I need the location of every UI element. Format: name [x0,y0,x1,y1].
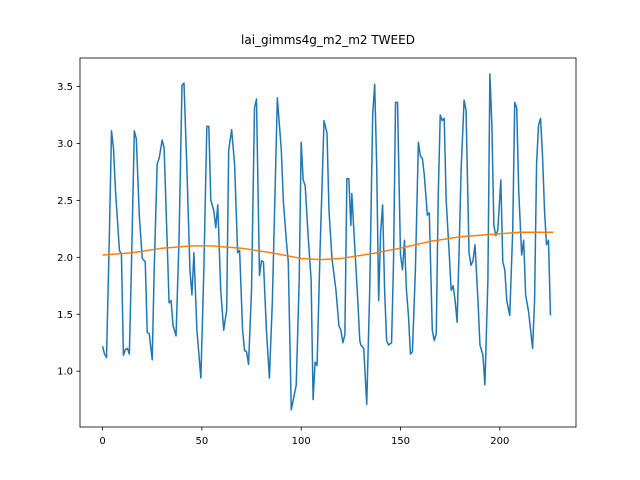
line-series [102,231,554,261]
plot-frame [79,57,577,428]
y-tick-label: 2.0 [57,253,73,264]
y-tick-label: 3.0 [57,139,73,150]
y-tick-label: 3.5 [57,82,73,93]
x-tick-label: 150 [391,436,410,447]
line-series [101,73,552,411]
x-tick-label: 50 [195,436,208,447]
y-tick-label: 2.5 [57,196,73,207]
x-tick-label: 0 [99,436,105,447]
chart-title: lai_gimms4g_m2_m2 TWEED [241,33,415,47]
y-tick-label: 1.0 [57,367,73,378]
x-tick-label: 100 [292,436,311,447]
x-tick-label: 200 [490,436,509,447]
y-tick-label: 1.5 [57,310,73,321]
